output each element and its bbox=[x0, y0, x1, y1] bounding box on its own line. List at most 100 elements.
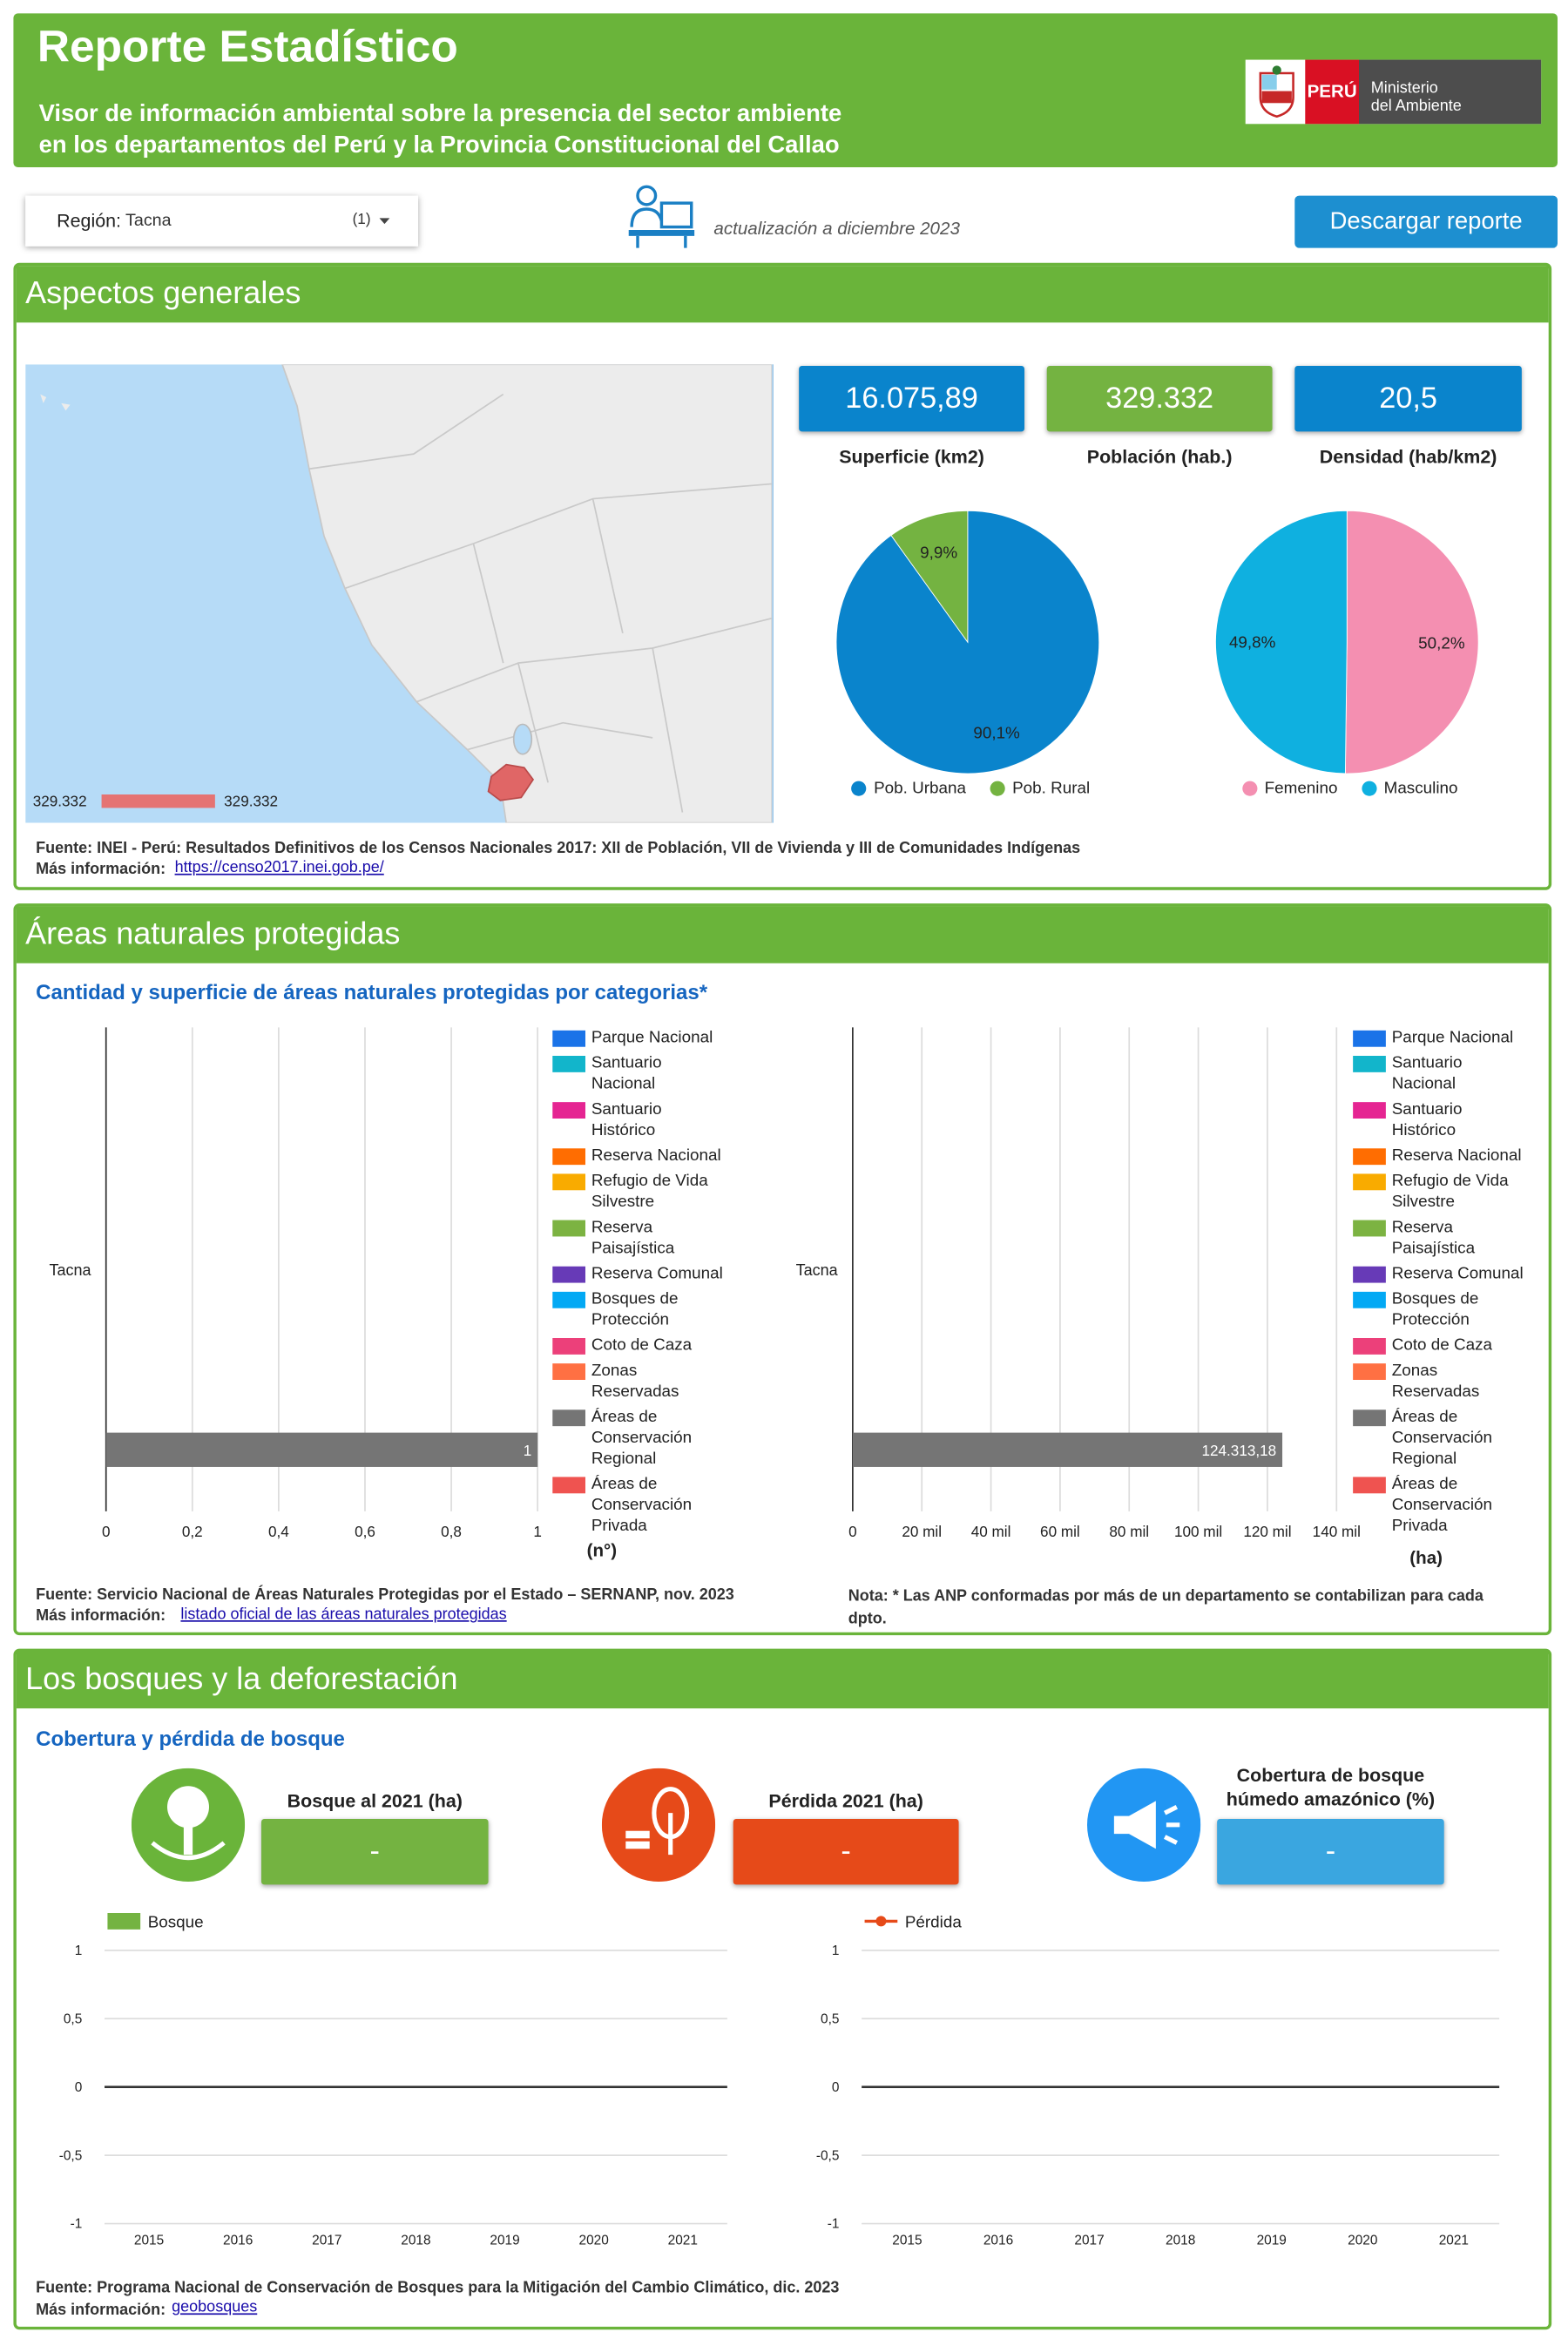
section-subtitle: Cantidad y superficie de áreas naturales… bbox=[36, 979, 708, 1004]
kpi-box: 329.332 bbox=[1046, 366, 1273, 432]
logo-ministry bbox=[1359, 59, 1542, 125]
chart: -1 -0,5 0 0,5 1 2015 2016 2017 2018 2019 2020 2021 B… bbox=[25, 1909, 742, 2260]
update-icon bbox=[628, 185, 695, 248]
kpi-box: - bbox=[1217, 1819, 1444, 1885]
legend-item: Refugio de Vida Silvestre bbox=[1353, 1171, 1539, 1213]
x-tick-label: 2020 bbox=[1348, 2234, 1377, 2248]
x-tick-label: 2019 bbox=[1257, 2234, 1287, 2248]
legend-swatch bbox=[1353, 1148, 1386, 1166]
chart-svg: -1 -0,5 0 0,5 1 2015 2016 2017 2018 2019 2020 2021 P… bbox=[816, 1912, 1500, 2248]
legend-item: Refugio de Vida Silvestre bbox=[552, 1171, 739, 1213]
legend-swatch bbox=[552, 1030, 585, 1047]
legend-swatch bbox=[552, 1477, 585, 1494]
download-button[interactable]: Descargar reporte bbox=[1294, 195, 1558, 248]
more-info-link[interactable]: listado oficial de las áreas naturales p… bbox=[180, 1605, 507, 1624]
y-tick-label: Tacna bbox=[796, 1261, 839, 1279]
legend-label: Áreas de Conservación Regional bbox=[591, 1408, 693, 1469]
y-tick-label: -0,5 bbox=[59, 2148, 83, 2163]
legend-item: Zonas Reservadas bbox=[1353, 1361, 1539, 1403]
x-tick-label: 80 mil bbox=[1109, 1523, 1149, 1540]
legend-label: Refugio de Vida Silvestre bbox=[1391, 1172, 1509, 1212]
x-tick-label: 40 mil bbox=[971, 1523, 1011, 1540]
legend-item: Reserva Nacional bbox=[1353, 1146, 1539, 1166]
legend-label: Pérdida bbox=[905, 1912, 962, 1930]
legend-label: Parque Nacional bbox=[1391, 1029, 1514, 1047]
chart-svg: 0 0,2 0,4 0,6 0,8 1 Tacna 1 (n°) bbox=[50, 1027, 617, 1560]
region-tacna bbox=[487, 763, 535, 801]
legend-swatch bbox=[552, 1291, 585, 1308]
x-tick-label: 0 bbox=[848, 1523, 857, 1540]
bar bbox=[105, 1432, 538, 1467]
legend-label: Zonas Reservadas bbox=[591, 1362, 679, 1401]
legend-label: Áreas de Conservación Privada bbox=[591, 1475, 693, 1536]
x-tick-label: 140 mil bbox=[1313, 1523, 1361, 1540]
legend-label: Coto de Caza bbox=[1391, 1336, 1493, 1355]
map-legend-min: 329.332 bbox=[33, 793, 87, 810]
legend-label: Áreas de Conservación Regional bbox=[1391, 1408, 1493, 1469]
chart: 50,2% 49,8% Femenino Masculino bbox=[1179, 500, 1522, 814]
legend-swatch bbox=[552, 1148, 585, 1166]
legend-swatch bbox=[1353, 1102, 1386, 1119]
legend-item: Masculino bbox=[1361, 780, 1458, 797]
x-tick-label: 2018 bbox=[1166, 2234, 1195, 2248]
lake bbox=[512, 723, 533, 755]
kpi-label: Superficie (km2) bbox=[839, 446, 984, 468]
more-info-label: Más información: bbox=[36, 860, 166, 878]
legend-swatch bbox=[1353, 1338, 1386, 1355]
section-title: Los bosques y la deforestación bbox=[16, 1652, 1549, 1709]
kpi-label: Bosque al 2021 (ha) bbox=[287, 1790, 463, 1812]
legend-item: Bosques de Protección bbox=[1353, 1288, 1539, 1330]
legend-swatch bbox=[552, 1102, 585, 1119]
legend-dot bbox=[875, 1916, 887, 1927]
legend-label: Reserva Nacional bbox=[591, 1146, 721, 1166]
kpi-label: Pérdida 2021 (ha) bbox=[768, 1790, 923, 1812]
chart-svg: 90,1% 9,9% bbox=[835, 510, 1100, 774]
slice-label: 9,9% bbox=[920, 544, 957, 562]
region-value: Tacna bbox=[125, 212, 172, 230]
region-label: Región: bbox=[57, 210, 122, 232]
x-tick-label: 2015 bbox=[892, 2234, 922, 2248]
legend-label: Bosques de Protección bbox=[591, 1290, 679, 1329]
legend-dot bbox=[990, 781, 1005, 796]
legend-item: Santuario Histórico bbox=[1353, 1099, 1539, 1141]
legend-swatch bbox=[552, 1056, 585, 1072]
legend: Femenino Masculino bbox=[1179, 780, 1522, 797]
x-tick-label: 1 bbox=[533, 1523, 542, 1540]
x-tick-label: 0,2 bbox=[182, 1523, 203, 1540]
section-title: Áreas naturales protegidas bbox=[16, 906, 1549, 963]
legend-item: Reserva Comunal bbox=[552, 1263, 739, 1284]
legend-swatch bbox=[1353, 1477, 1386, 1494]
legend-item: Parque Nacional bbox=[552, 1027, 739, 1048]
map-legend-bar bbox=[101, 794, 215, 808]
more-info-link[interactable]: geobosques bbox=[172, 2298, 258, 2316]
slice-label: 50,2% bbox=[1418, 634, 1465, 652]
legend-dot bbox=[1361, 781, 1377, 796]
legend-item: Áreas de Conservación Privada bbox=[552, 1474, 739, 1537]
legend-label: Pob. Rural bbox=[1012, 779, 1091, 798]
x-tick-label: 0 bbox=[102, 1523, 111, 1540]
kpi-box: - bbox=[733, 1819, 959, 1885]
y-tick-label: 0 bbox=[832, 2080, 840, 2095]
legend-item: Áreas de Conservación Privada bbox=[1353, 1474, 1539, 1537]
x-tick-label: 2016 bbox=[223, 2234, 253, 2248]
legend-label: Áreas de Conservación Privada bbox=[1391, 1475, 1493, 1536]
legend-item: Reserva Nacional bbox=[552, 1146, 739, 1166]
megaphone-icon bbox=[1087, 1768, 1201, 1882]
legend-label: Reserva Paisajística bbox=[591, 1218, 675, 1258]
legend-item: Áreas de Conservación Regional bbox=[552, 1407, 739, 1470]
region-filter[interactable]: Región: Tacna (1) bbox=[25, 195, 419, 247]
more-info-link[interactable]: https://censo2017.inei.gob.pe/ bbox=[174, 858, 384, 877]
legend-item: Santuario Nacional bbox=[552, 1053, 739, 1095]
arrow-shape bbox=[379, 218, 390, 225]
more-info-label: Más información: bbox=[36, 1606, 166, 1626]
y-tick-label: 0,5 bbox=[64, 2011, 82, 2026]
slice-label: 90,1% bbox=[973, 723, 1020, 741]
legend-swatch bbox=[1353, 1291, 1386, 1308]
pie-slice bbox=[835, 510, 1100, 774]
icon-head bbox=[636, 185, 658, 206]
legend-item: Zonas Reservadas bbox=[552, 1361, 739, 1403]
icon-legs bbox=[636, 235, 687, 248]
logo-box: PERÚ Ministerio del Ambiente bbox=[1245, 59, 1542, 125]
legend-swatch bbox=[1353, 1220, 1386, 1237]
